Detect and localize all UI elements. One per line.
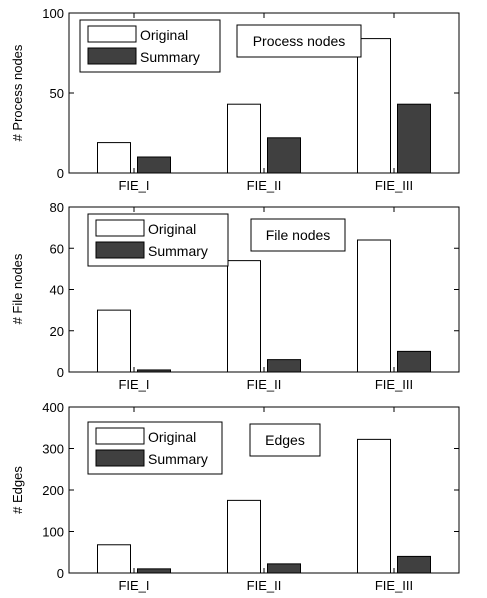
bar-original-fie-iii — [357, 438, 391, 574]
chart-panel-2: 0 20 40 60 80 FIE_I FIE_II FIE_III # File nodes O… — [10, 200, 460, 392]
bar-original-fie-i — [97, 142, 131, 174]
y-tick-label: 200 — [42, 483, 64, 498]
bar-summary-fie-ii — [267, 137, 301, 174]
y-tick-label: 0 — [57, 365, 64, 380]
legend-label-original: Original — [148, 221, 196, 237]
legend-label-summary: Summary — [148, 243, 208, 259]
chart-panel-1: 0 50 100 FIE_I FIE_II FIE_III # Process nodes O… — [10, 6, 460, 193]
legend-label-original: Original — [140, 27, 188, 43]
y-tick-label: 0 — [57, 566, 64, 581]
bar-summary-fie-ii — [267, 359, 301, 373]
x-tick-label: FIE_III — [375, 578, 413, 593]
y-axis-label: # File nodes — [10, 253, 25, 324]
legend-swatch-original — [95, 219, 145, 237]
y-tick-label: 20 — [50, 324, 64, 339]
legend-swatch-summary — [95, 449, 145, 467]
bar-summary-fie-i — [137, 568, 171, 574]
bar-original-fie-iii — [357, 38, 391, 174]
x-tick-label: FIE_III — [375, 377, 413, 392]
annotation-box — [236, 24, 362, 58]
chart-panel-3: 0 100 200 300 400 FIE_I FIE_II FIE_III # Edges Or… — [10, 400, 460, 593]
y-tick-label: 50 — [50, 86, 64, 101]
y-tick-label: 400 — [42, 400, 64, 415]
y-tick-label: 100 — [42, 6, 64, 21]
bar-summary-fie-i — [137, 156, 171, 174]
x-tick-label: FIE_I — [118, 377, 149, 392]
bar-original-fie-i — [97, 309, 131, 373]
bar-summary-fie-iii — [397, 350, 431, 373]
y-axis-label: # Process nodes — [10, 44, 25, 141]
bar-summary-fie-i — [137, 369, 171, 373]
bar-original-fie-iii — [357, 239, 391, 373]
bar-summary-fie-ii — [267, 563, 301, 574]
x-tick-label: FIE_II — [247, 178, 282, 193]
bar-original-fie-i — [97, 544, 131, 574]
y-tick-label: 40 — [50, 283, 64, 298]
bar-original-fie-ii — [227, 260, 261, 373]
x-tick-label: FIE_I — [118, 578, 149, 593]
annotation-text: File nodes — [266, 227, 331, 243]
x-tick-label: FIE_I — [118, 178, 149, 193]
annotation-text: Edges — [265, 432, 305, 448]
y-axis-label: # Edges — [10, 466, 25, 514]
legend-swatch-summary — [87, 47, 137, 65]
x-tick-label: FIE_III — [375, 178, 413, 193]
annotation-box — [250, 218, 346, 252]
bar-original-fie-ii — [227, 103, 261, 174]
bar-summary-fie-iii — [397, 555, 431, 574]
legend-swatch-original — [87, 25, 137, 43]
annotation-box — [249, 423, 321, 457]
y-tick-label: 60 — [50, 241, 64, 256]
legend-swatch-summary — [95, 241, 145, 259]
annotation-text: Process nodes — [253, 33, 346, 49]
legend-swatch-original — [95, 427, 145, 445]
legend-label-original: Original — [148, 429, 196, 445]
x-tick-label: FIE_II — [247, 578, 282, 593]
x-tick-label: FIE_II — [247, 377, 282, 392]
legend-label-summary: Summary — [148, 451, 208, 467]
y-tick-label: 80 — [50, 200, 64, 215]
bar-original-fie-ii — [227, 499, 261, 574]
y-tick-label: 100 — [42, 525, 64, 540]
legend-label-summary: Summary — [140, 49, 200, 65]
y-tick-label: 0 — [57, 166, 64, 181]
y-tick-label: 300 — [42, 442, 64, 457]
bar-summary-fie-iii — [397, 103, 431, 174]
